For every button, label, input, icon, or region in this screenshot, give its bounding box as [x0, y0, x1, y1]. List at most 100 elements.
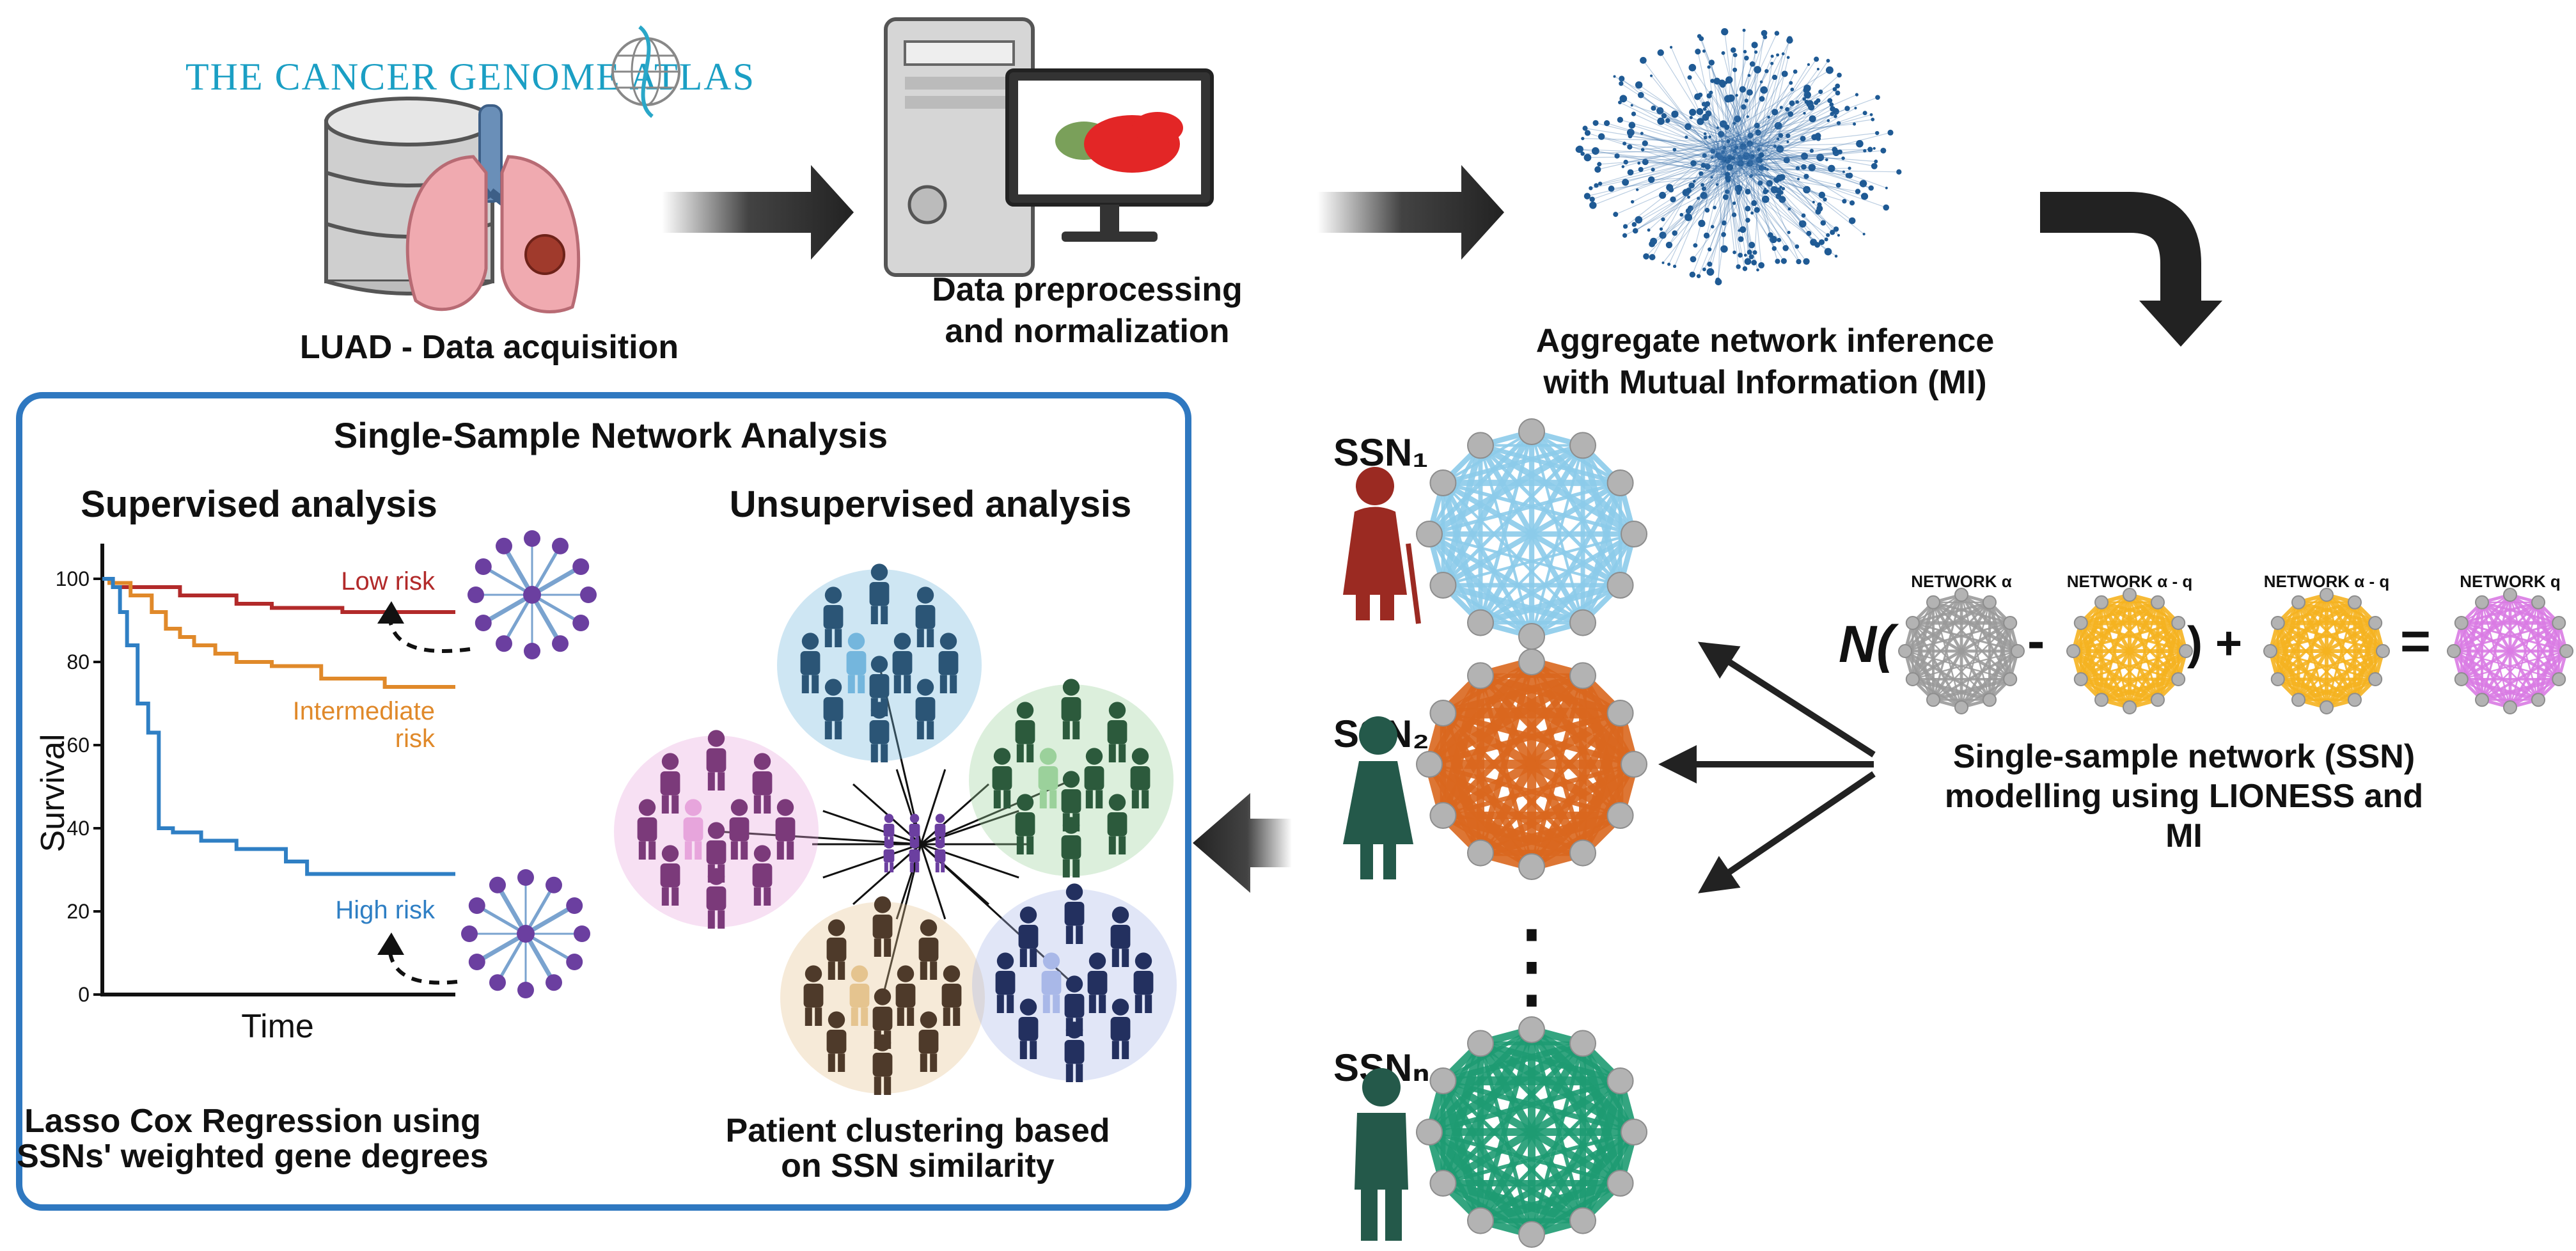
person-icon	[1133, 952, 1154, 1013]
hairball-edge	[1691, 117, 1759, 141]
star-edge	[502, 594, 534, 645]
hairball-node	[1702, 267, 1706, 272]
hairball-node	[1704, 207, 1710, 213]
hairball-node	[1737, 160, 1744, 167]
hairball-edge	[1764, 111, 1836, 162]
person-icon	[683, 799, 703, 860]
hairball-edge	[1633, 113, 1759, 171]
hairball-edge	[1601, 136, 1748, 175]
hairball-node	[1745, 217, 1750, 223]
hairball-node	[1701, 186, 1707, 191]
hairball-node	[1875, 95, 1880, 100]
hairball-edge	[1756, 139, 1798, 169]
hairball-edge	[1653, 141, 1736, 170]
hairball-edge	[1733, 172, 1782, 178]
hairball-edge	[1704, 155, 1765, 189]
hairball-edge	[1692, 171, 1759, 260]
unsupervised-caption-line2: on SSN similarity	[781, 1147, 1055, 1184]
hairball-node	[1666, 184, 1674, 191]
person-icon	[823, 679, 844, 739]
hairball-node	[1715, 183, 1719, 186]
hairball-node	[1696, 274, 1701, 279]
network-edge	[1442, 710, 1635, 767]
star-node	[524, 530, 540, 547]
network-node	[1606, 1067, 1634, 1094]
network-edge	[1440, 482, 1484, 624]
hairball-node	[1761, 29, 1768, 36]
hairball-node	[1746, 115, 1750, 118]
hairball-edge	[1611, 173, 1732, 189]
hairball-node	[1758, 158, 1763, 163]
hairball-edge	[1724, 31, 1739, 141]
network-node	[2320, 588, 2334, 602]
network-edge	[1440, 1079, 1535, 1236]
hairball-node	[1589, 201, 1597, 209]
hairball-node	[1640, 57, 1647, 64]
network-node	[1569, 432, 1596, 459]
hairball-edge	[1738, 161, 1776, 180]
hairball-edge	[1754, 45, 1757, 168]
hairball-node	[1734, 115, 1741, 123]
hairball-node	[1743, 253, 1747, 257]
network-node	[1467, 609, 1494, 636]
hairball-node	[1871, 117, 1875, 122]
network-edge	[1478, 675, 1534, 867]
hairball-node	[1731, 156, 1736, 161]
network-node	[2291, 595, 2305, 610]
ssn1-network	[1416, 418, 1647, 650]
arrow-to-ssn1	[1697, 641, 1876, 758]
hairball-node	[1774, 31, 1780, 36]
hairball-node	[1771, 246, 1777, 251]
person-icon	[1018, 998, 1039, 1059]
hairball-edge	[1662, 138, 1723, 196]
network-node	[2368, 672, 2383, 686]
hairball-edge	[1690, 172, 1723, 209]
network-node	[2073, 616, 2088, 630]
hairball-node	[1775, 193, 1782, 200]
hairball-edge	[1582, 148, 1722, 154]
star-node	[546, 876, 562, 893]
network-node	[2348, 595, 2362, 610]
hairball-node	[1695, 49, 1701, 55]
unsupervised-title: Unsupervised analysis	[730, 484, 1132, 525]
hairball-node	[1803, 91, 1811, 99]
hairball-edge	[1709, 156, 1743, 250]
low-risk-label: Low risk	[341, 567, 436, 595]
network-node	[1518, 853, 1545, 880]
star-node	[496, 635, 512, 652]
hairball-node	[1638, 167, 1644, 173]
network-edge	[1440, 445, 1484, 586]
person-icon	[1130, 748, 1151, 808]
aggregate-caption-line2: with Mutual Information (MI)	[1543, 364, 1986, 401]
hairball-node	[1702, 153, 1707, 158]
hairball-node	[1747, 160, 1754, 167]
hairball-edge	[1630, 141, 1749, 173]
network-edge	[2078, 601, 2104, 680]
dashed-arrow-high	[388, 952, 458, 985]
hairball-edge	[1674, 170, 1732, 233]
hairball-node	[1747, 74, 1751, 77]
hairball-edge	[1663, 173, 1734, 264]
net-alpha-label: NETWORK α	[1911, 572, 2012, 591]
person-icon	[637, 799, 657, 860]
hairball-node	[1689, 116, 1693, 120]
star-node	[496, 537, 512, 555]
lioness-caption-line3: MI	[2165, 817, 2203, 854]
hairball-edge	[1642, 133, 1724, 166]
hairball-edge	[1620, 119, 1747, 156]
hairball-edge	[1660, 120, 1761, 148]
hairball-node	[1637, 161, 1641, 165]
hairball-node	[1580, 152, 1585, 156]
hairball-node	[1623, 159, 1628, 165]
hairball-edge	[1732, 162, 1807, 262]
person-icon	[800, 633, 821, 693]
hairball-edge	[1722, 150, 1865, 164]
hairball-edge	[1715, 168, 1899, 173]
female-patient-icon	[1343, 716, 1413, 879]
person-icon	[729, 799, 750, 860]
hairball-edge	[1693, 145, 1737, 182]
network-node	[1606, 802, 1634, 829]
cluster-link	[920, 843, 989, 905]
hairball-edge	[1716, 123, 1855, 138]
network-node	[1983, 693, 1997, 707]
